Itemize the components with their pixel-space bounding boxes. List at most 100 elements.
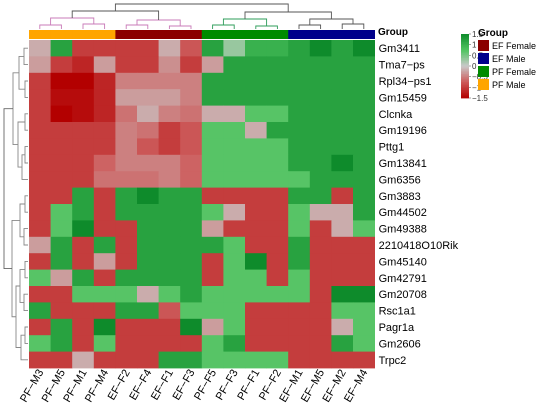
heatmap-cell [353, 286, 375, 303]
heatmap-cell [72, 335, 95, 352]
group-bar-cell [72, 30, 95, 39]
group-bar-cell [93, 30, 116, 39]
heatmap-cell [266, 318, 289, 336]
colorbar-segment [461, 48, 469, 51]
heatmap-cell [245, 286, 267, 303]
heatmap-cell [331, 302, 354, 320]
heatmap-cell [223, 171, 246, 188]
colorbar-segment [461, 54, 469, 57]
heatmap-cell [245, 187, 267, 205]
heatmap-cell [180, 105, 203, 123]
heatmap-cell [137, 56, 159, 74]
colorbar-segment [461, 40, 469, 43]
heatmap-cell [201, 56, 224, 74]
heatmap-cell [223, 56, 246, 74]
heatmap-cell [309, 171, 332, 188]
colorbar-segment [461, 50, 469, 52]
heatmap-cell [29, 302, 51, 320]
row-label: Clcnka [379, 109, 414, 121]
heatmap-cell [288, 253, 311, 270]
heatmap-cell [309, 40, 332, 57]
heatmap-cell [201, 351, 224, 369]
heatmap-cell [72, 253, 95, 270]
heatmap-cell [115, 171, 138, 188]
heatmap-cell [93, 138, 116, 156]
heatmap-cell [115, 154, 138, 172]
heatmap-cell [309, 286, 332, 303]
heatmap-cell [137, 122, 159, 139]
heatmap-cell [29, 122, 51, 139]
group-bar-cell [331, 30, 354, 39]
legend-swatch [478, 79, 489, 90]
group-bar-cell [353, 30, 375, 39]
heatmap-cell [223, 105, 246, 123]
dendrogram-branch [24, 195, 28, 213]
heatmap-cell [50, 253, 73, 270]
heatmap-cell [331, 122, 354, 139]
heatmap-cell [158, 154, 181, 172]
heatmap-cell [50, 122, 73, 139]
colorbar-segment [461, 51, 469, 54]
heatmap-cell [50, 220, 73, 238]
heatmap-cell [93, 154, 116, 172]
heatmap-cell [115, 187, 138, 205]
row-label: Gm42791 [379, 273, 427, 285]
heatmap-cell [137, 335, 159, 352]
colorbar-tick-label: −0.5 [472, 73, 488, 82]
heatmap-cell [266, 220, 289, 238]
dendrogram-branch [125, 24, 149, 29]
colorbar-segment [461, 70, 469, 73]
row-label: Gm19196 [379, 125, 427, 137]
heatmap-cell [137, 351, 159, 369]
heatmap-cell [93, 335, 116, 352]
heatmap-cell [309, 220, 332, 238]
dendrogram-branch [3, 108, 13, 270]
dendrogram-branch [255, 25, 278, 29]
heatmap-cell [353, 56, 375, 74]
heatmap-cell [115, 236, 138, 254]
heatmap-cell [180, 351, 203, 369]
heatmap-cell [115, 40, 138, 57]
heatmap-cell [223, 286, 246, 303]
heatmap-cell [50, 269, 73, 287]
heatmap-cell [72, 105, 95, 123]
heatmap-cell [353, 89, 375, 106]
heatmap-cell [72, 204, 95, 221]
heatmap-cell [331, 72, 354, 90]
heatmap-cell [115, 72, 138, 90]
heatmap-cell [29, 351, 51, 369]
colorbar-tick-label: 0 [472, 62, 477, 71]
heatmap-cell [115, 122, 138, 139]
dendrogram-branch [23, 293, 28, 312]
row-label: 2210418O10Rik [379, 240, 459, 252]
heatmap-cell [93, 351, 116, 369]
row-label: Gm2606 [379, 338, 421, 350]
heatmap-cell [353, 154, 375, 172]
row-label: Trpc2 [379, 355, 407, 367]
dendrogram-branch [212, 24, 235, 29]
heatmap-cell [158, 318, 181, 336]
heatmap-cell [201, 187, 224, 205]
group-bar-cell [158, 30, 181, 39]
heatmap-cell [288, 302, 311, 320]
heatmap-cell [137, 138, 159, 156]
heatmap-cell [245, 122, 267, 139]
colorbar-segment [461, 86, 469, 89]
heatmap-cell [50, 187, 73, 205]
heatmap-cell [72, 187, 95, 205]
heatmap-cell [353, 171, 375, 188]
heatmap-cell [50, 302, 73, 320]
heatmap-cell [158, 138, 181, 156]
heatmap-cell [288, 187, 311, 205]
heatmap-cell [72, 56, 95, 74]
heatmap-cell [72, 72, 95, 90]
heatmap-cell [50, 351, 73, 369]
heatmap-cell [158, 351, 181, 369]
dendrogram-branch [20, 334, 28, 361]
heatmap-cell [266, 302, 289, 320]
heatmap-cell [353, 335, 375, 352]
heatmap-cell [288, 89, 311, 106]
heatmap-cell [50, 286, 73, 303]
heatmap-cell [331, 56, 354, 74]
dendrogram-branch [244, 11, 332, 19]
